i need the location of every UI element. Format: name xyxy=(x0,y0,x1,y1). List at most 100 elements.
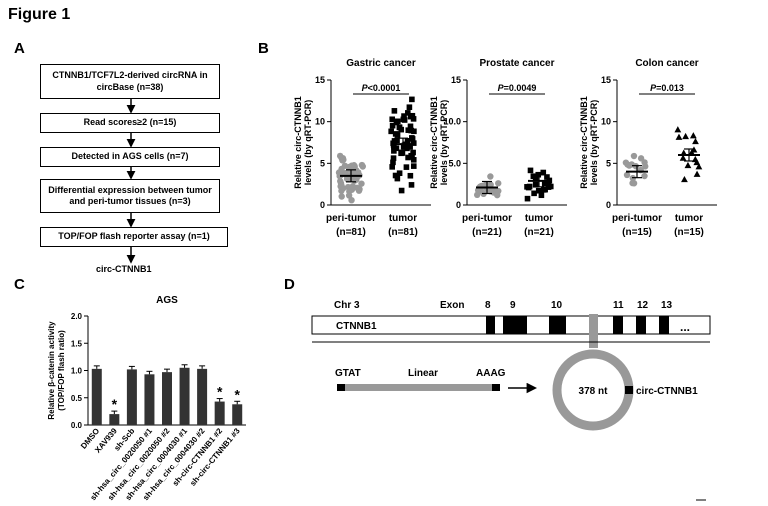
bar xyxy=(91,368,102,425)
flow-step-3: Detected in AGS cells (n=7) xyxy=(40,147,220,167)
circ-name-label: circ-CTNNB1 xyxy=(636,386,698,397)
y-tick-label: 1.0 xyxy=(71,367,83,376)
data-point xyxy=(394,175,401,182)
chr-label: Chr 3 xyxy=(334,300,360,311)
data-point xyxy=(410,157,417,163)
y-tick-label: 15 xyxy=(601,75,611,85)
data-point xyxy=(391,138,398,144)
data-point xyxy=(695,163,703,170)
bar xyxy=(162,372,172,425)
y-tick-label: 15 xyxy=(315,75,325,85)
data-point xyxy=(389,164,395,170)
data-point xyxy=(409,112,416,119)
data-point xyxy=(343,175,351,183)
significance-star: * xyxy=(217,384,223,400)
data-point xyxy=(404,138,411,144)
linear-label: Linear xyxy=(408,368,438,379)
data-point xyxy=(391,143,397,149)
exon-number-10: 10 xyxy=(551,300,563,311)
x-category-label: tumor xyxy=(525,213,553,224)
data-point xyxy=(535,187,542,194)
data-point xyxy=(682,132,690,140)
x-count-label: (n=21) xyxy=(472,227,502,238)
exon-block-10 xyxy=(549,316,566,334)
plot-title: Prostate cancer xyxy=(479,58,554,69)
data-point xyxy=(359,163,366,170)
flow-step-2: Read scores≥2 (n=15) xyxy=(40,113,220,133)
y-tick-label: 15 xyxy=(451,75,461,85)
data-point xyxy=(355,187,363,194)
exon-block-9 xyxy=(503,316,527,334)
bar xyxy=(179,367,190,425)
scatter-plot-3: Colon cancer 0 5 10 15 Relative circ-CTNNB1le… xyxy=(579,58,717,238)
data-point xyxy=(403,164,410,170)
linear-left-seq: GTAT xyxy=(335,368,361,379)
y-tick-label: 0 xyxy=(456,200,461,210)
y-axis-label: Relative circ-CTNNB1levels (by qRT-PCR) xyxy=(293,96,313,189)
data-point xyxy=(630,152,638,160)
data-point xyxy=(494,191,501,199)
data-point xyxy=(345,192,353,199)
x-category-label: tumor xyxy=(675,213,703,224)
data-point xyxy=(681,175,688,183)
y-tick-label: 0.5 xyxy=(71,394,83,403)
panel-label-a: A xyxy=(14,40,25,57)
exon-block-8 xyxy=(486,316,495,334)
data-point xyxy=(389,116,396,123)
exon-block-13 xyxy=(659,316,669,334)
bar xyxy=(197,368,208,425)
p-value-label: P=0.013 xyxy=(650,83,684,93)
data-point xyxy=(474,187,482,194)
data-point xyxy=(401,113,407,119)
data-point xyxy=(349,183,357,190)
y-tick-label: 0.0 xyxy=(71,421,83,430)
data-point xyxy=(542,186,548,193)
y-tick-label: 5.0 xyxy=(448,158,461,168)
data-point xyxy=(684,161,692,169)
data-point xyxy=(389,122,396,129)
data-point xyxy=(396,170,403,177)
x-count-label: (n=21) xyxy=(524,227,554,238)
data-point xyxy=(525,184,532,191)
data-point xyxy=(336,152,344,160)
data-point xyxy=(392,131,399,137)
exon-label: Exon xyxy=(440,300,464,311)
significance-star: * xyxy=(112,396,118,412)
data-point xyxy=(406,104,413,111)
linear-rna-bar xyxy=(337,384,500,391)
data-point xyxy=(394,118,401,125)
data-point xyxy=(390,159,396,166)
bar xyxy=(109,414,120,425)
exon-number-11: 11 xyxy=(613,300,624,311)
data-point xyxy=(388,128,394,135)
exon-number-12: 12 xyxy=(637,300,649,311)
data-point xyxy=(524,195,531,202)
data-point xyxy=(407,172,414,179)
circ-junction-mark xyxy=(625,386,633,394)
bar xyxy=(144,374,155,425)
data-point xyxy=(538,192,545,199)
data-point xyxy=(541,181,548,187)
exon-block-12 xyxy=(636,316,646,334)
data-point xyxy=(407,144,413,150)
data-point xyxy=(527,167,534,174)
data-point xyxy=(407,123,414,130)
bar xyxy=(126,369,137,425)
bar-y-axis-label: Relative β-catenin activity(TOP/FOP flas… xyxy=(47,321,66,420)
data-point xyxy=(495,180,502,187)
data-point xyxy=(679,154,687,161)
panel-c-bar-chart: AGS 0.0 0.5 1.0 1.5 2.0 Relative β-catenin act… xyxy=(47,295,246,502)
data-point xyxy=(358,180,365,187)
y-tick-label: 0 xyxy=(320,200,325,210)
data-point xyxy=(692,137,699,145)
data-point xyxy=(405,127,412,133)
data-point xyxy=(544,174,550,180)
data-point xyxy=(689,132,697,139)
panel-label-c: C xyxy=(14,276,25,293)
linear-right-seq: AAAG xyxy=(476,368,506,379)
data-point xyxy=(390,155,397,161)
x-count-label: (n=81) xyxy=(336,227,366,238)
data-point xyxy=(337,183,344,190)
data-point xyxy=(540,169,547,176)
data-point xyxy=(487,173,494,180)
